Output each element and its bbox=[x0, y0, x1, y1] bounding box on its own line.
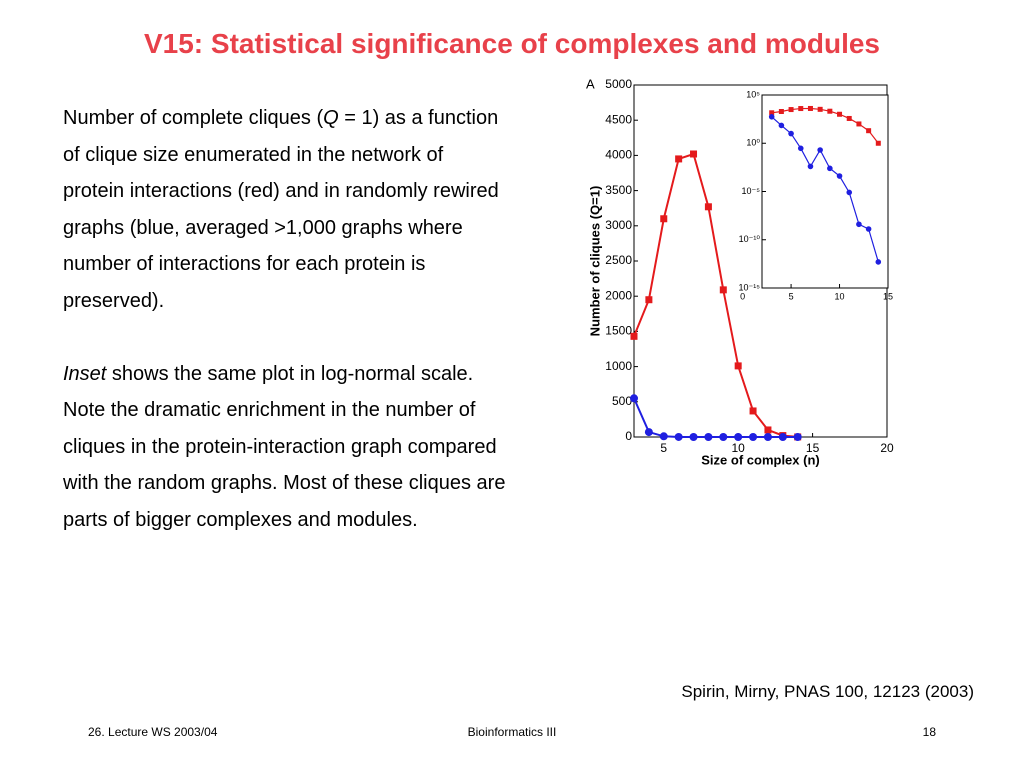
panel-label: A bbox=[586, 76, 595, 91]
marker bbox=[674, 432, 683, 441]
marker bbox=[764, 426, 772, 434]
footer-left: 26. Lecture WS 2003/04 bbox=[88, 725, 218, 739]
marker bbox=[749, 433, 758, 441]
x-tick-label: 0 bbox=[740, 291, 745, 301]
marker bbox=[827, 108, 833, 114]
body-text: Number of complete cliques (Q = 1) as a … bbox=[63, 100, 508, 575]
marker bbox=[689, 432, 698, 441]
y-tick-label: 3500 bbox=[605, 183, 632, 197]
y-tick-label: 10⁻⁵ bbox=[742, 186, 761, 196]
y-tick-label: 10⁵ bbox=[746, 89, 760, 99]
marker bbox=[675, 155, 683, 163]
text-run: = 1) as a function of clique size enumer… bbox=[63, 107, 499, 312]
marker bbox=[817, 147, 823, 153]
marker bbox=[797, 145, 804, 152]
marker bbox=[856, 121, 862, 127]
citation: Spirin, Mirny, PNAS 100, 12123 (2003) bbox=[681, 682, 974, 701]
text-run: Inset bbox=[63, 362, 107, 385]
y-axis-label: Number of cliques (Q=1) bbox=[587, 186, 602, 337]
marker bbox=[837, 111, 843, 117]
text-run: shows the same plot in log-normal scale.… bbox=[63, 362, 506, 531]
marker bbox=[846, 115, 852, 121]
marker bbox=[827, 165, 833, 172]
y-tick-label: 10⁰ bbox=[746, 138, 760, 148]
marker bbox=[660, 215, 668, 223]
marker bbox=[798, 106, 804, 112]
marker bbox=[778, 109, 784, 115]
marker bbox=[807, 105, 813, 111]
marker bbox=[704, 432, 713, 441]
text-run: Q bbox=[323, 107, 339, 129]
marker bbox=[817, 106, 823, 112]
marker bbox=[769, 110, 775, 116]
y-tick-label: 4000 bbox=[605, 148, 632, 162]
marker bbox=[875, 140, 881, 146]
marker bbox=[645, 296, 653, 304]
marker bbox=[734, 362, 742, 370]
marker bbox=[630, 394, 638, 403]
y-tick-label: 2500 bbox=[605, 253, 632, 267]
marker bbox=[836, 173, 843, 179]
marker bbox=[788, 107, 794, 113]
marker bbox=[749, 407, 757, 415]
y-tick-label: 5000 bbox=[605, 77, 632, 91]
footer-right: 18 bbox=[922, 725, 936, 739]
y-tick-label: 1000 bbox=[605, 359, 632, 373]
marker bbox=[866, 128, 872, 134]
marker bbox=[704, 203, 712, 211]
footer-center: Bioinformatics III bbox=[467, 725, 557, 739]
marker bbox=[719, 432, 728, 441]
x-tick-label: 5 bbox=[660, 441, 667, 455]
x-tick-label: 10 bbox=[835, 291, 845, 301]
y-tick-label: 10⁻¹⁰ bbox=[739, 234, 761, 244]
y-tick-label: 3000 bbox=[605, 218, 632, 232]
x-tick-label: 15 bbox=[883, 291, 893, 301]
marker bbox=[734, 432, 743, 441]
marker bbox=[644, 428, 653, 437]
marker bbox=[630, 332, 638, 340]
y-tick-label: 10⁻¹⁵ bbox=[739, 282, 761, 292]
x-axis-label: Size of complex (n) bbox=[701, 452, 819, 467]
text-run: Number of complete cliques ( bbox=[63, 107, 324, 129]
y-tick-label: 1500 bbox=[605, 324, 632, 338]
y-tick-label: 0 bbox=[625, 429, 632, 443]
slide-title: V15: Statistical significance of complex… bbox=[143, 28, 880, 59]
marker bbox=[807, 163, 814, 170]
marker bbox=[768, 114, 775, 120]
paragraph: Number of complete cliques (Q = 1) as a … bbox=[63, 100, 508, 319]
y-tick-label: 4500 bbox=[605, 112, 632, 126]
marker bbox=[778, 122, 785, 129]
marker bbox=[659, 432, 668, 441]
marker bbox=[856, 221, 862, 228]
marker bbox=[778, 433, 787, 441]
x-tick-label: 15 bbox=[806, 441, 820, 455]
marker bbox=[793, 433, 802, 441]
y-tick-label: 2000 bbox=[605, 288, 632, 302]
marker bbox=[719, 286, 727, 294]
paragraph: Inset shows the same plot in log-normal … bbox=[63, 356, 508, 539]
marker bbox=[763, 433, 772, 441]
x-tick-label: 5 bbox=[789, 291, 794, 301]
marker bbox=[865, 226, 872, 232]
marker bbox=[690, 150, 698, 158]
marker bbox=[875, 259, 882, 265]
x-tick-label: 10 bbox=[731, 441, 745, 455]
x-tick-label: 20 bbox=[880, 441, 894, 455]
marker bbox=[846, 189, 853, 196]
y-tick-label: 500 bbox=[612, 394, 632, 408]
marker bbox=[788, 130, 794, 137]
